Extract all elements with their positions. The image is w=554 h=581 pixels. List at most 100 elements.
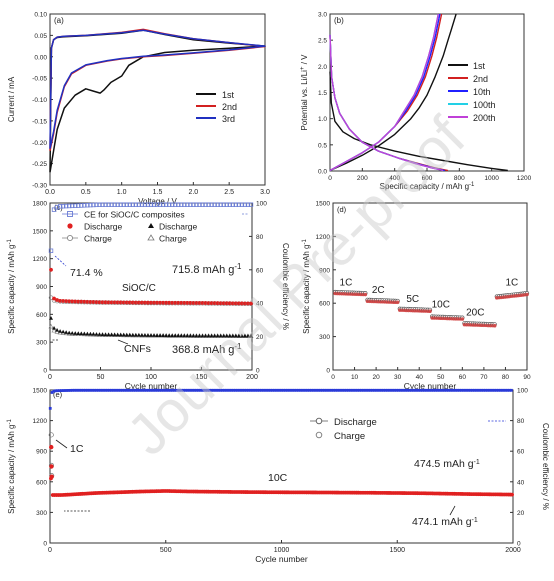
panel-e-ce-marker: [252, 388, 256, 392]
panel-e-ce-marker: [267, 388, 271, 392]
panel-e-ce-marker: [154, 388, 158, 392]
panel-e-ce-marker: [289, 388, 293, 392]
panel-e-ce-marker: [126, 388, 130, 392]
panel-c-cnf-discharge-marker: [173, 333, 178, 338]
panel-e-ce-marker: [495, 388, 498, 392]
panel-e-ce-marker: [182, 388, 185, 392]
panel-b-ytick-label: 1.0: [318, 116, 327, 123]
panel-d-ytick-label: 1500: [316, 201, 331, 208]
panel-c-cnf-charge-marker: [51, 327, 57, 333]
panel-c-ce-marker: [160, 202, 166, 207]
panel-e-ce-marker: [89, 388, 93, 392]
panel-c-y2label: Coulombic efficiency / %: [281, 243, 290, 330]
panel-e-ce-marker: [317, 388, 321, 392]
panel-e-ce-marker: [134, 388, 137, 392]
panel-e-ce-marker: [159, 388, 163, 392]
panel-c-cnf-discharge-marker: [145, 333, 150, 337]
panel-c-cnf-discharge-marker: [248, 333, 253, 338]
panel-c-ce-marker: [82, 203, 87, 208]
panel-e-ce-marker: [84, 388, 87, 392]
panel-c-ce-marker: [203, 202, 208, 207]
panel-a-xtick-label: 1.5: [153, 189, 163, 196]
panel-c-ce-marker: [197, 202, 202, 207]
panel-e-ce-marker: [85, 388, 89, 392]
panel-c-cnf-discharge-marker: [88, 331, 93, 336]
panel-c-sioc-final: 715.8 mAh g-1: [172, 262, 242, 277]
panel-e-ce-marker: [406, 388, 410, 392]
panel-c-ce-marker: [91, 202, 96, 208]
panel-e-discharge-marker: [510, 492, 514, 497]
panel-e-ce-marker: [348, 388, 352, 392]
panel-c-sioc-discharge-marker: [52, 296, 56, 301]
panel-d-xtick-label: 80: [502, 374, 510, 381]
panel-e-ce-marker: [430, 388, 434, 392]
panel-e-ce-marker: [482, 388, 485, 392]
panel-b-ytick-label: 2.5: [318, 38, 327, 45]
panel-e-ce-marker: [452, 388, 456, 392]
panel-e-ce-marker: [382, 388, 385, 392]
panel-c-cnf-discharge-marker: [118, 332, 123, 337]
panel-c-cnf-discharge-marker: [106, 332, 111, 337]
panel-d-xtick-label: 50: [437, 374, 445, 381]
panel-e-xlabel: Cycle number: [255, 554, 308, 564]
panel-d-charge-marker: [395, 300, 400, 305]
panel-e-ce-marker: [176, 388, 180, 392]
panel-e-ce-marker: [178, 388, 182, 392]
panel-e-ce-marker: [124, 388, 128, 392]
panel-e-ce-marker: [228, 388, 232, 392]
panel-c-xlabel: Cycle number: [125, 381, 178, 391]
panel-e-ce-marker: [493, 388, 497, 392]
panel-e-y2label: Coulombic efficiency / %: [541, 423, 550, 510]
panel-e-ce-marker: [158, 388, 161, 392]
panel-a-ylabel: Current / mA: [7, 76, 16, 122]
panel-e-ce-marker: [284, 388, 287, 392]
panel-b-legend-label: 200th: [473, 113, 496, 123]
panel-e-ce-marker: [285, 388, 289, 392]
panel-d-xtick-label: 10: [351, 374, 359, 381]
panel-e-ce-marker: [500, 388, 504, 392]
panel-e-ce-marker: [117, 388, 121, 392]
panel-e-ce-marker: [293, 388, 297, 392]
panel-c-sioc-label: SiOC/C: [122, 283, 156, 294]
panel-e-ce-marker: [235, 388, 239, 392]
panel-e-ce-marker: [217, 388, 221, 392]
panel-c-cnf-discharge-marker: [112, 332, 117, 337]
panel-c-ce-marker: [191, 202, 196, 207]
panel-e-ce-marker: [395, 388, 398, 392]
panel-e-ce-marker: [350, 388, 354, 392]
panel-c-ce-marker: [70, 203, 75, 209]
panel-c-ce-marker: [127, 202, 132, 207]
panel-e-ce-marker: [458, 388, 461, 392]
panel-e-ce-marker: [191, 388, 195, 392]
panel-e-ce-marker: [204, 388, 208, 392]
panel-e-ce-marker: [80, 388, 84, 392]
panel-e-ce-marker: [502, 388, 506, 392]
panel-c-ce-marker: [103, 202, 108, 207]
panel-e-ce-marker: [343, 388, 347, 392]
panel-e-charge-pointer: [449, 505, 456, 516]
panel-c-cnf-discharge-marker: [227, 333, 232, 338]
panel-e-ce-marker: [71, 388, 74, 392]
panel-e-ce-marker: [128, 388, 132, 392]
panel-e-ce-marker: [241, 388, 245, 392]
panel-e-ce-marker: [328, 388, 332, 392]
panel-e-ce-marker: [358, 388, 361, 392]
panel-b-xtick-label: 200: [357, 175, 368, 182]
panel-c-cnfs-pointer: [117, 339, 129, 345]
panel-c-cnf-discharge-marker: [179, 333, 184, 338]
panel-c-ce-marker: [154, 202, 160, 207]
panel-c-ce-marker: [236, 202, 242, 207]
panel-e-label: (e): [53, 390, 63, 399]
panel-e-ce-marker: [361, 388, 365, 392]
panel-a-ytick-label: -0.10: [32, 97, 47, 104]
panel-e-early-charge-marker: [49, 444, 54, 450]
panel-e-ce-marker: [422, 388, 426, 392]
panel-d-ytick-label: 900: [319, 267, 330, 274]
panel-e-ce-marker: [139, 388, 143, 392]
panel-e-ce-marker: [356, 388, 360, 392]
panel-c-ce-marker: [157, 202, 163, 207]
panel-c-ce-marker: [224, 202, 229, 207]
panel-e-ce-marker: [332, 388, 335, 392]
panel-b-ytick-label: 0.5: [318, 142, 327, 149]
panel-e-ce-marker: [480, 388, 484, 392]
